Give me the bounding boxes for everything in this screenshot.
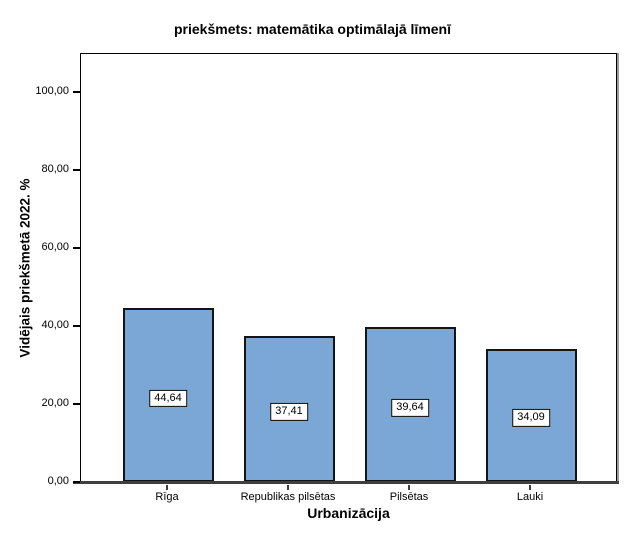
- y-tick-label: 80,00: [41, 163, 69, 175]
- y-tick-label: 60,00: [41, 241, 69, 253]
- y-tick-mark: [73, 247, 80, 249]
- y-tick-mark: [73, 91, 80, 93]
- plot-area: 44,64 37,41 39,64 34,09: [80, 53, 617, 482]
- x-tick-label: Republikas pilsētas: [240, 491, 336, 503]
- x-tick-label: Lauki: [516, 491, 544, 503]
- chart-title: priekšmets: matemātika optimālajā līmenī: [174, 21, 451, 37]
- x-tick-mark: [529, 485, 531, 490]
- y-tick-mark: [73, 481, 80, 483]
- y-tick-mark: [73, 169, 80, 171]
- x-tick-label: Rīga: [155, 491, 179, 503]
- x-tick-mark: [408, 485, 410, 490]
- bar-value-label: 34,09: [512, 409, 550, 428]
- x-tick-label: Pilsētas: [389, 491, 429, 503]
- x-axis-title: Urbanizācija: [307, 505, 390, 521]
- bar-value-label: 44,64: [149, 389, 187, 408]
- y-tick-label: 40,00: [41, 319, 69, 331]
- y-tick-label: 0,00: [47, 475, 69, 487]
- x-axis-line: [73, 481, 619, 484]
- x-tick-mark: [287, 485, 289, 490]
- bar-value-label: 37,41: [270, 403, 308, 421]
- y-tick-mark: [73, 325, 80, 327]
- bar-value-label: 39,64: [391, 398, 429, 417]
- y-tick-label: 100,00: [35, 85, 69, 97]
- y-tick-mark: [73, 403, 80, 405]
- y-tick-label: 20,00: [41, 397, 69, 409]
- x-tick-mark: [166, 485, 168, 490]
